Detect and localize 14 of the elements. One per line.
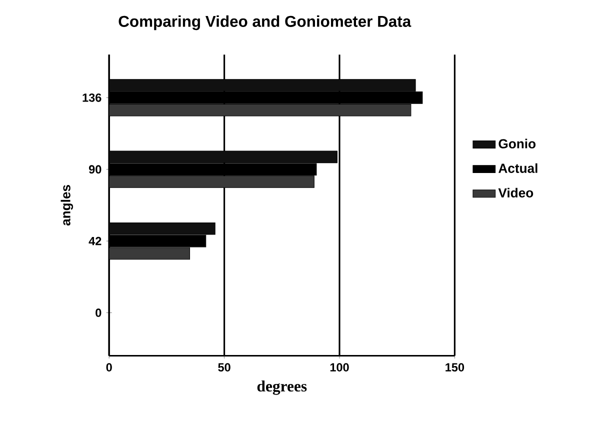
x-tick-label: 50: [218, 363, 230, 372]
y-axis-title: angles: [60, 185, 74, 226]
chart-title: Comparing Video and Goniometer Data: [118, 15, 412, 30]
legend-label: Actual: [498, 163, 538, 173]
legend-label: Video: [498, 188, 534, 198]
y-tick-label: 90: [88, 165, 102, 174]
x-tick-label: 100: [330, 363, 349, 372]
x-axis-title: degrees: [257, 380, 307, 395]
legend-label: Gonio: [498, 138, 536, 148]
y-tick-label: 0: [96, 308, 102, 317]
x-tick-label: 0: [106, 363, 112, 372]
y-tick-label: 136: [82, 94, 102, 102]
y-tick-label: 42: [88, 236, 102, 246]
x-tick-label: 150: [446, 363, 464, 372]
